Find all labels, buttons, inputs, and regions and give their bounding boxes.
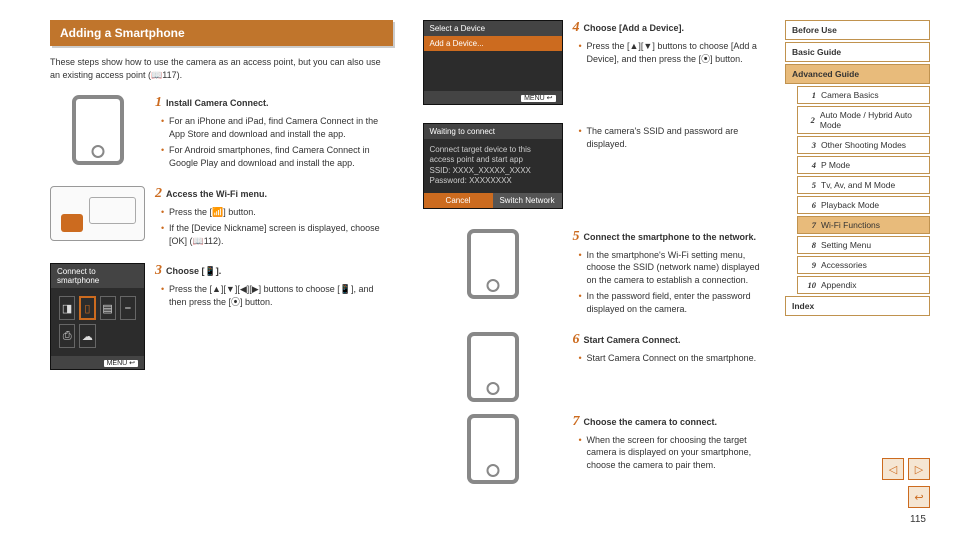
sidebar-sub-label: Accessories xyxy=(821,260,867,270)
nav-back-button[interactable]: ↩ xyxy=(908,486,930,508)
step-bullet: Press the [▲][▼][◀][▶] buttons to choose… xyxy=(161,283,393,308)
step-title: Start Camera Connect. xyxy=(584,335,681,345)
screen-line: access point and start app xyxy=(430,155,556,165)
sidebar-sub-number: 5 xyxy=(804,180,816,190)
sidebar-sub-number: 2 xyxy=(804,115,815,125)
sidebar-sub-item[interactable]: 1 Camera Basics xyxy=(797,86,930,104)
step-title: Choose [📱]. xyxy=(166,266,221,277)
phone-icon xyxy=(467,229,519,299)
sidebar-sub-item[interactable]: 10 Appendix xyxy=(797,276,930,294)
step-title: Choose the camera to connect. xyxy=(584,417,718,427)
sidebar-sub-item[interactable]: 5 Tv, Av, and M Mode xyxy=(797,176,930,194)
step-bullet: Start Camera Connect on the smartphone. xyxy=(579,352,766,365)
sidebar-sub-label: Wi-Fi Functions xyxy=(821,220,880,230)
screen-row: Add a Device... xyxy=(424,36,562,51)
step-4: Select a Device Add a Device... MENU ↩ W… xyxy=(423,20,766,217)
intro-text: These steps show how to use the camera a… xyxy=(50,56,393,81)
camera-top-icon xyxy=(50,186,145,241)
step-bullet: For an iPhone and iPad, find Camera Conn… xyxy=(161,115,393,140)
step-number: 7 xyxy=(573,414,580,430)
step-bullet: The camera's SSID and password are displ… xyxy=(579,125,766,150)
step-number: 6 xyxy=(573,332,580,348)
camera-screen-waiting: Waiting to connect Connect target device… xyxy=(423,123,563,209)
screen-line: SSID: XXXX_XXXXX_XXXX xyxy=(430,166,556,176)
step-title: Install Camera Connect. xyxy=(166,98,269,108)
step-bullet: If the [Device Nickname] screen is displ… xyxy=(161,222,393,247)
screen-switch: Switch Network xyxy=(493,193,562,208)
sidebar-sub-item[interactable]: 6 Playback Mode xyxy=(797,196,930,214)
step-title: Access the Wi-Fi menu. xyxy=(166,189,267,199)
sidebar-sub-label: Playback Mode xyxy=(821,200,879,210)
step-7: 7 Choose the camera to connect. When the… xyxy=(423,414,766,484)
screen-icon: ▤ xyxy=(100,296,116,320)
sidebar-sub-item[interactable]: 8 Setting Menu xyxy=(797,236,930,254)
phone-icon xyxy=(72,95,124,165)
screen-foot: MENU ↩ xyxy=(104,360,138,367)
sidebar-index[interactable]: Index xyxy=(785,296,930,316)
sidebar-sub-number: 9 xyxy=(804,260,816,270)
step-1: 1 Install Camera Connect. For an iPhone … xyxy=(50,95,393,173)
nav-prev-button[interactable]: ◁ xyxy=(882,458,904,480)
sidebar-item[interactable]: Basic Guide xyxy=(785,42,930,62)
screen-foot: MENU ↩ xyxy=(521,95,555,102)
step-title: Connect the smartphone to the network. xyxy=(584,232,757,242)
sidebar-sub-number: 3 xyxy=(804,140,816,150)
sidebar-sub-number: 1 xyxy=(804,90,816,100)
sidebar-sub-number: 4 xyxy=(804,160,816,170)
sidebar-sub-number: 10 xyxy=(804,280,816,290)
screen-icon: ☁ xyxy=(79,324,95,348)
screen-cancel: Cancel xyxy=(424,193,493,208)
step-number: 1 xyxy=(155,95,162,111)
sidebar-sub-label: P Mode xyxy=(821,160,850,170)
step-bullet: Press the [📶] button. xyxy=(161,206,393,219)
sidebar-sub-label: Tv, Av, and M Mode xyxy=(821,180,895,190)
sidebar-item[interactable]: Before Use xyxy=(785,20,930,40)
section-heading: Adding a Smartphone xyxy=(50,20,393,46)
step-bullet: For Android smartphones, find Camera Con… xyxy=(161,144,393,169)
step-number: 4 xyxy=(573,20,580,36)
sidebar-sub-label: Camera Basics xyxy=(821,90,879,100)
sidebar-sub-number: 6 xyxy=(804,200,816,210)
step-6: 6 Start Camera Connect. Start Camera Con… xyxy=(423,332,766,402)
step-number: 2 xyxy=(155,186,162,202)
step-2: 2 Access the Wi-Fi menu. Press the [📶] b… xyxy=(50,186,393,252)
sidebar-sub-item[interactable]: 7 Wi-Fi Functions xyxy=(797,216,930,234)
camera-screen-connect: Connect to smartphone ◨ ▯ ▤ ⎯ ⎙ ☁ MENU ↩ xyxy=(50,263,145,370)
page-number: 115 xyxy=(910,514,926,525)
phone-icon xyxy=(467,332,519,402)
sidebar-sub-label: Setting Menu xyxy=(821,240,871,250)
sidebar-sub-number: 7 xyxy=(804,220,816,230)
screen-icon: ⎯ xyxy=(120,296,136,320)
step-bullet: Press the [▲][▼] buttons to choose [Add … xyxy=(579,40,766,65)
screen-title: Select a Device xyxy=(424,21,562,36)
screen-line: Connect target device to this xyxy=(430,145,556,155)
screen-line: Password: XXXXXXXX xyxy=(430,176,556,186)
step-3: Connect to smartphone ◨ ▯ ▤ ⎯ ⎙ ☁ MENU ↩ xyxy=(50,263,393,378)
screen-icon: ⎙ xyxy=(59,324,75,348)
screen-title: Waiting to connect xyxy=(424,124,562,139)
sidebar-sub-label: Appendix xyxy=(821,280,856,290)
camera-screen-select: Select a Device Add a Device... MENU ↩ xyxy=(423,20,563,105)
step-number: 3 xyxy=(155,263,162,279)
sidebar-sub-item[interactable]: 2 Auto Mode / Hybrid Auto Mode xyxy=(797,106,930,134)
step-5: 5 Connect the smartphone to the network.… xyxy=(423,229,766,320)
step-bullet: In the smartphone's Wi-Fi setting menu, … xyxy=(579,249,766,287)
step-number: 5 xyxy=(573,229,580,245)
sidebar-sub-label: Auto Mode / Hybrid Auto Mode xyxy=(820,110,925,130)
sidebar-sub-number: 8 xyxy=(804,240,816,250)
sidebar: Before UseBasic GuideAdvanced Guide 1 Cam… xyxy=(785,20,930,496)
sidebar-sub-item[interactable]: 9 Accessories xyxy=(797,256,930,274)
step-bullet: When the screen for choosing the target … xyxy=(579,434,766,472)
screen-icon: ▯ xyxy=(79,296,95,320)
screen-title: Connect to smartphone xyxy=(51,264,144,288)
step-bullet: In the password field, enter the passwor… xyxy=(579,290,766,315)
step-title: Choose [Add a Device]. xyxy=(584,23,685,33)
sidebar-sub-item[interactable]: 4 P Mode xyxy=(797,156,930,174)
sidebar-item[interactable]: Advanced Guide xyxy=(785,64,930,84)
screen-icon: ◨ xyxy=(59,296,75,320)
nav-next-button[interactable]: ▷ xyxy=(908,458,930,480)
sidebar-sub-label: Other Shooting Modes xyxy=(821,140,906,150)
phone-icon xyxy=(467,414,519,484)
sidebar-sub-item[interactable]: 3 Other Shooting Modes xyxy=(797,136,930,154)
